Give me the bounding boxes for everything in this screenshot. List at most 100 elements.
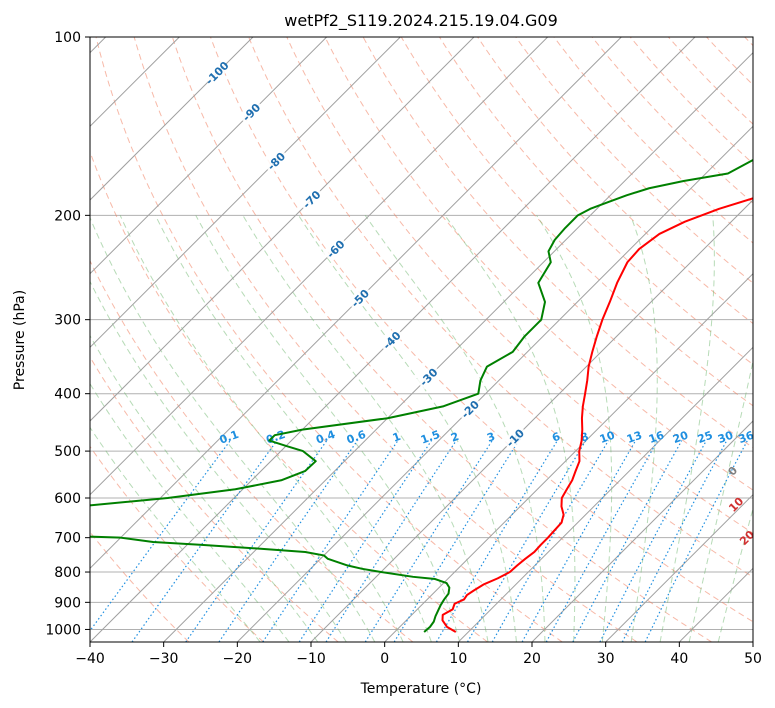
isotherm-label-bg	[298, 185, 325, 213]
mixing-ratio-label: 1.5	[419, 428, 442, 447]
x-tick-label: 30	[597, 651, 615, 667]
isotherm-line	[236, 125, 753, 642]
x-tick-label: −30	[149, 651, 179, 667]
moist-adiabat-line	[119, 215, 404, 642]
dry-adiabat-line	[133, 37, 638, 642]
temperature-profile-line	[441, 197, 753, 633]
y-axis-label: Pressure (hPa)	[12, 290, 28, 390]
mixing-ratio-line	[298, 440, 432, 642]
dry-adiabat-line	[90, 445, 264, 642]
isotherm-label-bg	[262, 147, 289, 174]
mixing-ratio-label: 1	[391, 430, 403, 445]
y-tick-label: 100	[54, 30, 81, 46]
sounding-series	[90, 158, 753, 633]
y-tick-label: 1000	[45, 622, 81, 638]
y-axis: 100 200 300 400 500 600 700 800 900 1000	[45, 30, 90, 638]
isotherm-line	[90, 37, 328, 275]
chart-title: wetPf2_S119.2024.215.19.04.G09	[284, 11, 558, 31]
mixing-ratio-label: 16	[647, 428, 666, 446]
moist-adiabat-label: 30	[750, 559, 770, 579]
mixing-ratio-label: 30	[716, 428, 735, 446]
y-tick-label: 700	[54, 531, 81, 547]
isotherm-label-bg	[322, 235, 349, 262]
mixing-ratio-line	[621, 440, 728, 642]
dry-adiabat-line	[591, 37, 753, 204]
isotherm-line	[384, 272, 753, 642]
y-tick-label: 200	[54, 208, 81, 224]
x-tick-label: 40	[670, 651, 688, 667]
isotherm-label-bg	[415, 363, 442, 390]
y-tick-label: 300	[54, 313, 81, 329]
mixing-ratio-label: 0.2	[264, 428, 287, 447]
isotherm-label-bg	[378, 326, 405, 353]
x-axis: −40 −30 −20 −10 0 10 20 30 40 50	[75, 642, 762, 667]
moist-adiabat-line	[364, 215, 546, 642]
mixing-ratio-label: 3	[485, 430, 497, 445]
isotherm-line	[90, 37, 549, 496]
mixing-ratio-label: 6	[550, 430, 562, 445]
mixing-ratio-label: 8	[579, 430, 591, 445]
moist-adiabat-line	[444, 215, 576, 642]
mixing-ratio-line	[435, 440, 558, 642]
isotherm-label-bg	[203, 59, 230, 86]
mixing-ratio-label: 25	[696, 429, 715, 446]
dry-adiabat-line	[248, 37, 753, 578]
mixing-ratio-line	[262, 440, 399, 642]
plot-frame	[89, 36, 754, 643]
mixing-ratio-lines	[90, 440, 748, 642]
isotherm-line	[90, 37, 401, 349]
isotherm-label-bg	[346, 284, 373, 311]
y-tick-label: 900	[54, 595, 81, 611]
dry-adiabat-line	[171, 37, 712, 642]
isotherm-line	[457, 346, 753, 642]
isotherm-line	[310, 199, 753, 642]
moist-adiabat-line	[630, 215, 658, 642]
mixing-ratio-label: 20	[671, 428, 690, 446]
x-axis-label: Temperature (°C)	[360, 681, 482, 697]
x-tick-label: −10	[296, 651, 326, 667]
isotherm-line	[163, 51, 753, 642]
isotherms	[90, 37, 753, 642]
mixing-ratio-label: 10	[598, 428, 617, 446]
x-tick-label: 0	[380, 651, 389, 667]
dry-adiabat-line	[477, 37, 753, 325]
isotherm-label-bg	[501, 424, 528, 451]
isotherm-line	[90, 37, 475, 422]
mixing-ratio-line	[218, 440, 358, 642]
isotherm-label-bg	[456, 395, 483, 423]
mixing-ratio-line	[185, 440, 328, 642]
y-tick-label: 600	[54, 491, 81, 507]
y-tick-label: 400	[54, 387, 81, 403]
moist-adiabat-line	[154, 215, 432, 642]
mixing-ratio-line	[644, 440, 748, 642]
moist-adiabat-line	[90, 280, 347, 642]
y-tick-label: 800	[54, 565, 81, 581]
x-tick-label: −40	[75, 651, 105, 667]
mixing-ratio-label: 2	[449, 430, 461, 445]
mixing-ratio-label: 0.1	[218, 428, 241, 447]
x-tick-label: 20	[523, 651, 541, 667]
mixing-ratio-label: 36	[737, 428, 756, 446]
dry-adiabat-line	[95, 37, 563, 642]
isotherm-line	[605, 493, 753, 642]
mixing-ratio-line	[521, 440, 637, 642]
moist-adiabat-line	[90, 426, 261, 642]
moist-adiabat-line	[195, 215, 461, 642]
mixing-ratio-label: 13	[625, 429, 644, 446]
mixing-ratio-label: 0.6	[345, 428, 368, 447]
isotherm-line	[90, 37, 254, 201]
dry-adiabat-line	[324, 37, 753, 491]
dry-adiabats	[90, 37, 753, 642]
x-tick-label: −20	[223, 651, 253, 667]
mixing-ratio-line	[491, 440, 609, 642]
isotherm-line	[531, 420, 753, 642]
moist-adiabat-line	[536, 215, 613, 642]
dry-adiabat-line	[400, 37, 753, 407]
mixing-ratio-line	[599, 440, 707, 642]
isotherm-line	[90, 37, 622, 570]
mixing-ratio-line	[393, 440, 520, 642]
moist-adiabat-line	[659, 215, 715, 642]
pressure-gridlines	[90, 37, 753, 630]
